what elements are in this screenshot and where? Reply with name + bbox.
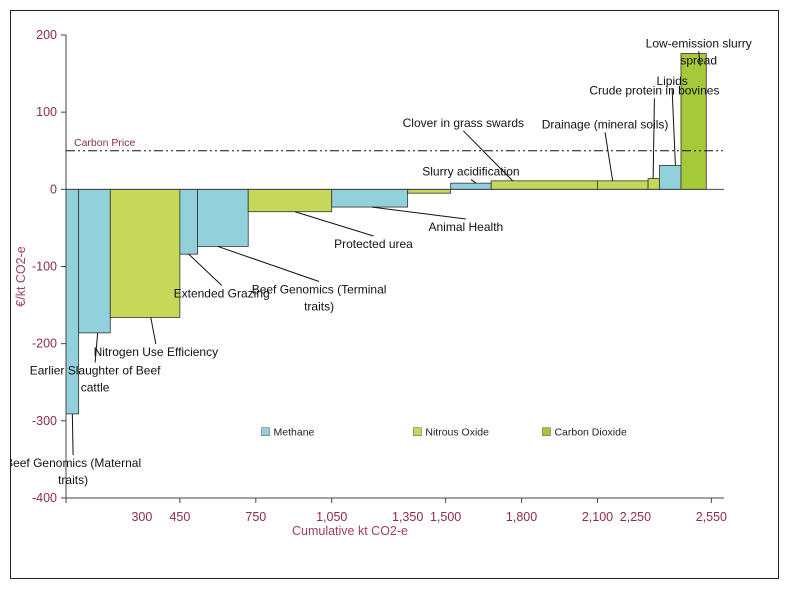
x-tick-label-2: 750 — [245, 510, 266, 524]
y-tick-label-100: 100 — [36, 105, 57, 119]
legend-label-0: Methane — [274, 427, 315, 439]
legend-swatch-1 — [413, 427, 422, 436]
y-tick-label--100: -100 — [32, 260, 57, 274]
y-tick-label-200: 200 — [36, 28, 57, 42]
annotation-label-8-1: traits) — [304, 300, 334, 314]
annotation-label-11-1: cattle — [81, 381, 110, 395]
carbon-price-label: Carbon Price — [74, 137, 135, 149]
x-tick-label-1: 450 — [169, 510, 190, 524]
bar-3 — [179, 188, 198, 255]
y-tick-label--300: -300 — [32, 414, 57, 428]
x-tick-label-6: 1,800 — [506, 510, 537, 524]
annotation-label-1-0: Crude protein in bovines — [589, 83, 719, 97]
annotation-leader-2 — [671, 89, 676, 166]
annotation-label-12-1: traits) — [58, 473, 88, 487]
bar-4 — [197, 188, 249, 247]
bar-13 — [680, 53, 707, 190]
bar-10 — [597, 180, 649, 190]
annotation-leader-11 — [94, 332, 99, 363]
x-tick-label-7: 2,100 — [582, 510, 613, 524]
annotation-leader-12 — [71, 413, 74, 456]
y-tick-label--200: -200 — [32, 337, 57, 351]
chart-frame: -400 -300 -200 -100 0 100 200 300 450 750 1,050 1,3… — [10, 10, 779, 579]
annotation-leader-8 — [217, 245, 320, 282]
y-tick-label--400: -400 — [32, 491, 57, 505]
annotation-label-3-0: Clover in grass swards — [403, 116, 524, 130]
legend-swatch-2 — [542, 427, 551, 436]
annotation-leader-4 — [604, 132, 614, 181]
annotation-leader-1 — [652, 98, 655, 179]
x-tick-label-0: 300 — [131, 510, 152, 524]
annotation-leader-5 — [470, 179, 477, 184]
annotation-leader-9 — [188, 253, 222, 286]
y-tick-label-0: 0 — [50, 182, 57, 196]
bar-2 — [109, 188, 181, 318]
y-axis-label: €/kt CO2-e — [14, 246, 28, 306]
bar-9 — [490, 180, 598, 190]
legend-label-2: Carbon Dioxide — [554, 427, 627, 439]
bar-0 — [65, 188, 80, 415]
annotation-label-0-1: spread — [680, 53, 717, 67]
x-axis-label: Cumulative kt CO2-e — [292, 524, 408, 538]
bar-5 — [247, 188, 333, 213]
annotation-label-4-0: Drainage (mineral soils) — [542, 117, 669, 131]
x-tick-label-8: 2,250 — [620, 510, 651, 524]
annotation-label-2-0: Lipids — [656, 74, 687, 88]
bar-6 — [331, 188, 409, 208]
chart-canvas: -400 -300 -200 -100 0 100 200 300 450 750 1,050 1,3… — [11, 28, 752, 538]
legend-label-1: Nitrous Oxide — [425, 427, 489, 439]
bar-12 — [659, 165, 682, 190]
x-tick-label-9: 2,550 — [696, 510, 727, 524]
bar-8 — [450, 182, 492, 190]
annotation-label-0-0: Low-emission slurry — [646, 36, 752, 50]
annotation-leader-0 — [698, 51, 701, 66]
annotation-leader-3 — [462, 130, 514, 182]
x-tick-label-4: 1,350 — [392, 510, 423, 524]
annotation-label-9-0: Extended Grazing — [174, 286, 270, 300]
legend-swatch-0 — [261, 427, 270, 436]
bar-7 — [407, 188, 452, 194]
annotation-label-5-0: Slurry acidification — [422, 164, 519, 178]
annotation-label-8-0: Beef Genomics (Terminal — [252, 283, 387, 297]
annotation-label-10-0: Nitrogen Use Efficiency — [94, 345, 219, 359]
annotation-leader-10 — [150, 317, 157, 345]
annotation-leader-6 — [372, 206, 466, 220]
annotation-label-7-0: Protected urea — [334, 237, 413, 251]
x-tick-label-5: 1,500 — [430, 510, 461, 524]
bar-1 — [78, 188, 111, 334]
x-tick-label-3: 1,050 — [316, 510, 347, 524]
bar-11 — [647, 178, 660, 190]
annotation-label-11-0: Earlier Slaughter of Beef — [30, 364, 161, 378]
annotation-label-6-0: Animal Health — [429, 220, 504, 234]
annotation-leader-7 — [294, 211, 374, 237]
annotation-label-12-0: Beef Genomics (Maternal — [11, 456, 141, 470]
